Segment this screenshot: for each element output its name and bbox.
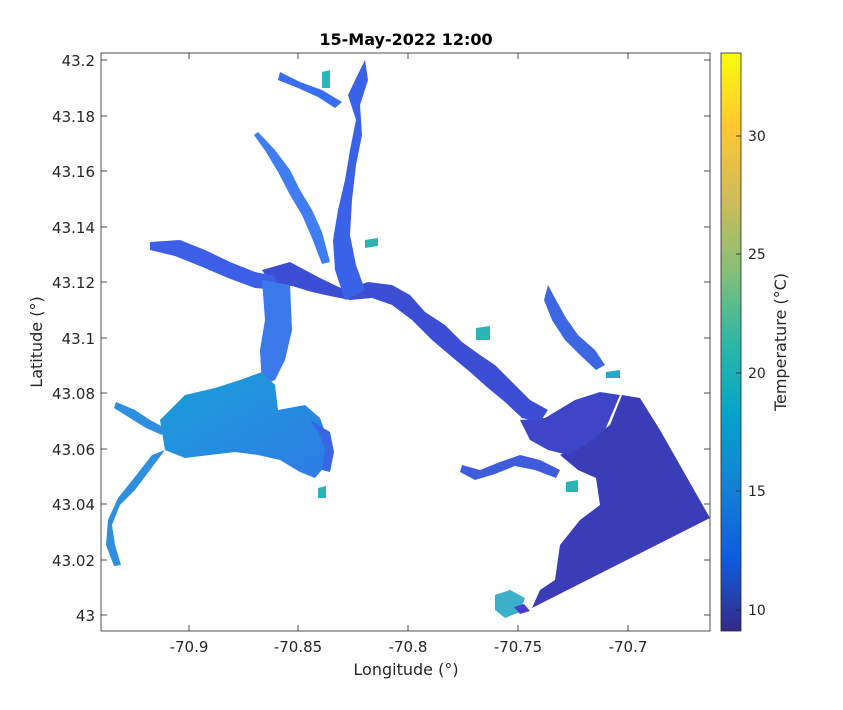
y-tick-label: 43.14 [52,219,95,237]
map-region-piscataqua [262,262,548,422]
map-region-sagamore [460,455,560,480]
map-region-warm-patch-1 [322,70,330,88]
x-tick-label: -70.7 [609,638,648,656]
y-tick-label: 43.16 [52,163,95,181]
colorbar [720,52,742,632]
x-tick-label: -70.9 [170,638,209,656]
y-tick-label: 43.02 [52,552,95,570]
map-region-east-bay-branch [310,420,334,472]
map-region-north-branch [278,72,342,108]
map-region-bellamy [150,240,278,290]
map-title: 15-May-2022 12:00 [319,30,492,49]
y-tick-label: 43.12 [52,274,95,292]
y-tick-label: 43.04 [52,496,95,514]
y-axis [101,59,710,616]
y-tick-label: 43.06 [52,441,95,459]
x-tick-label: -70.85 [274,638,322,656]
colorbar-label: Temperature (°C) [771,273,790,412]
map-region-warm-patch-6 [606,370,620,378]
map-region-warm-patch-5 [476,326,490,340]
map-region-spruce-creek [544,285,605,370]
temperature-map [106,60,710,618]
map-region-lamprey [114,402,165,435]
y-axis-label: Latitude (°) [27,296,46,387]
x-tick-label: -70.75 [494,638,542,656]
colorbar-tick-label: 25 [748,247,766,263]
y-tick-label: 43.1 [62,330,95,348]
map-region-squamscott [106,450,165,566]
y-tick-label: 43.2 [62,52,95,70]
colorbar-tick-label: 10 [748,603,766,619]
y-tick-label: 43 [76,607,95,625]
x-axis [188,53,629,631]
map-region-islands [520,392,620,455]
y-tick-label: 43.08 [52,385,95,403]
map-region-warm-patch-3 [318,486,326,498]
map-region-warm-patch-4 [566,480,578,492]
colorbar-tick-label: 30 [748,129,766,145]
y-tick-label: 43.18 [52,108,95,126]
map-region-rye-inlet [514,604,530,614]
x-axis-label: Longitude (°) [353,660,458,679]
map-region-west-creek [254,132,330,264]
x-tick-label: -70.8 [389,638,428,656]
map-region-great-bay [160,372,328,478]
colorbar-tick-label: 15 [748,484,766,500]
map-region-upper-channel [333,60,368,300]
colorbar-tick-label: 20 [748,366,766,382]
colorbar-ticks [736,135,741,611]
map-region-little-bay [260,280,292,385]
map-region-warm-patch-2 [365,238,378,248]
axes-frame [100,52,711,632]
